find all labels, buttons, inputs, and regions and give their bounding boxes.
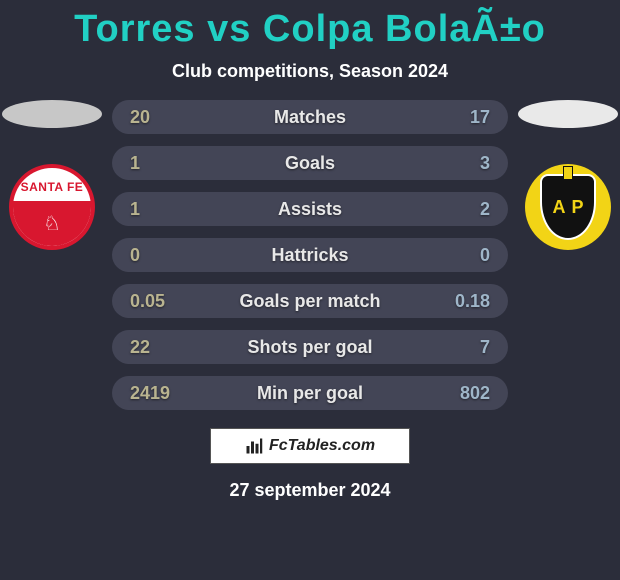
- stat-left-value: 20: [130, 107, 180, 128]
- right-team-logo: A P: [525, 164, 611, 250]
- stat-row: 1Goals3: [112, 146, 508, 180]
- stat-label: Shots per goal: [180, 337, 440, 358]
- shield-letter-a: A: [553, 197, 566, 218]
- stat-row: 22Shots per goal7: [112, 330, 508, 364]
- right-shield: A P: [540, 174, 596, 240]
- stat-label: Matches: [180, 107, 440, 128]
- bars-icon: [245, 437, 263, 455]
- stat-right-value: 3: [440, 153, 490, 174]
- right-team-col: A P: [516, 100, 620, 250]
- page-subtitle: Club competitions, Season 2024: [0, 61, 620, 82]
- shield-letter-p: P: [572, 197, 584, 218]
- stat-right-value: 2: [440, 199, 490, 220]
- stat-right-value: 0: [440, 245, 490, 266]
- lion-icon: ♘: [43, 211, 61, 236]
- stat-right-value: 0.18: [440, 291, 490, 312]
- main-row: SANTA FE ♘ 20Matches171Goals31Assists20H…: [0, 100, 620, 410]
- comparison-card: Torres vs Colpa BolaÃ±o Club competition…: [0, 0, 620, 580]
- footer-badge[interactable]: FcTables.com: [210, 428, 410, 464]
- stat-left-value: 2419: [130, 383, 180, 404]
- right-photo-ellipse: [518, 100, 618, 128]
- stat-row: 0.05Goals per match0.18: [112, 284, 508, 318]
- stats-column: 20Matches171Goals31Assists20Hattricks00.…: [112, 100, 508, 410]
- left-team-col: SANTA FE ♘: [0, 100, 104, 250]
- stat-right-value: 7: [440, 337, 490, 358]
- stat-label: Goals: [180, 153, 440, 174]
- stat-label: Goals per match: [180, 291, 440, 312]
- tower-icon: [563, 166, 573, 180]
- stat-left-value: 0: [130, 245, 180, 266]
- stat-row: 2419Min per goal802: [112, 376, 508, 410]
- stat-left-value: 0.05: [130, 291, 180, 312]
- stat-label: Min per goal: [180, 383, 440, 404]
- left-team-logo: SANTA FE ♘: [9, 164, 95, 250]
- left-logo-text: SANTA FE: [21, 180, 84, 194]
- stat-left-value: 22: [130, 337, 180, 358]
- stat-row: 1Assists2: [112, 192, 508, 226]
- stat-label: Assists: [180, 199, 440, 220]
- stat-row: 0Hattricks0: [112, 238, 508, 272]
- page-date: 27 september 2024: [0, 480, 620, 501]
- stat-left-value: 1: [130, 153, 180, 174]
- stat-right-value: 802: [440, 383, 490, 404]
- stat-right-value: 17: [440, 107, 490, 128]
- stat-row: 20Matches17: [112, 100, 508, 134]
- page-title: Torres vs Colpa BolaÃ±o: [0, 0, 620, 51]
- left-photo-ellipse: [2, 100, 102, 128]
- footer-site-name: FcTables.com: [269, 437, 375, 455]
- stat-left-value: 1: [130, 199, 180, 220]
- stat-label: Hattricks: [180, 245, 440, 266]
